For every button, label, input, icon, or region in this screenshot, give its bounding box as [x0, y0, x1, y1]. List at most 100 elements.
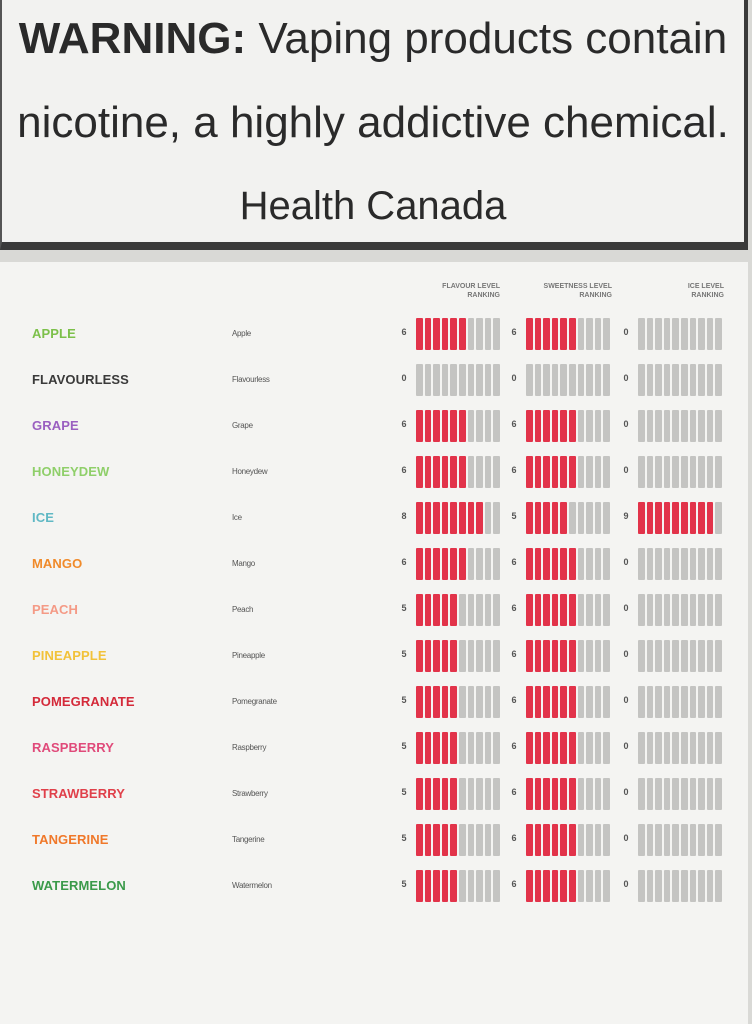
- bar-segment: [706, 778, 714, 810]
- bar-segment: [543, 456, 550, 488]
- bar-segment: [698, 732, 705, 764]
- sweetness-level-bar: [526, 456, 610, 488]
- bar-segment: [646, 410, 654, 442]
- bar-segment: [715, 318, 722, 350]
- bar-segment: [568, 732, 576, 764]
- bar-segment: [441, 410, 449, 442]
- table-row: PINEAPPLE Pineapple 5 6 0: [0, 640, 748, 672]
- bar-segment: [568, 594, 576, 626]
- flavour-subtitle: Mango: [232, 559, 255, 568]
- bar-segment: [638, 870, 645, 902]
- sweetness-level-bar: [526, 548, 610, 580]
- bar-segment: [551, 686, 559, 718]
- table-row: WATERMELON Watermelon 5 6 0: [0, 870, 748, 902]
- flavour-name: MANGO: [32, 556, 83, 571]
- bar-segment: [698, 778, 705, 810]
- bar-segment: [560, 732, 567, 764]
- ice-level-bar: [638, 640, 722, 672]
- bar-segment: [698, 594, 705, 626]
- bar-segment: [458, 364, 466, 396]
- bar-segment: [672, 318, 679, 350]
- ice-level-value: 0: [623, 373, 629, 383]
- bar-segment: [441, 318, 449, 350]
- bar-segment: [663, 778, 671, 810]
- bar-segment: [594, 686, 602, 718]
- bar-segment: [646, 870, 654, 902]
- bar-segment: [467, 824, 475, 856]
- bar-segment: [568, 686, 576, 718]
- bar-segment: [594, 410, 602, 442]
- bar-segment: [484, 824, 492, 856]
- bar-segment: [715, 502, 722, 534]
- bar-segment: [493, 870, 500, 902]
- bar-segment: [560, 824, 567, 856]
- ice-level-header-line1: ICE LEVEL: [687, 283, 724, 290]
- bar-segment: [698, 870, 705, 902]
- bar-segment: [416, 824, 423, 856]
- bar-segment: [638, 686, 645, 718]
- ice-level-header-line2: RANKING: [691, 292, 724, 299]
- bar-segment: [646, 732, 654, 764]
- bar-segment: [715, 594, 722, 626]
- bar-segment: [551, 548, 559, 580]
- bar-segment: [476, 870, 483, 902]
- bar-segment: [638, 364, 645, 396]
- table-row: RASPBERRY Raspberry 5 6 0: [0, 732, 748, 764]
- bar-segment: [484, 456, 492, 488]
- bar-segment: [534, 364, 542, 396]
- bar-segment: [680, 870, 688, 902]
- warning-line-1: WARNING: Vaping products contain: [2, 14, 744, 64]
- bar-segment: [433, 594, 440, 626]
- bar-segment: [534, 686, 542, 718]
- bar-segment: [663, 548, 671, 580]
- flavour-name: ICE: [32, 510, 54, 525]
- table-row: HONEYDEW Honeydew 6 6 0: [0, 456, 748, 488]
- bar-segment: [551, 640, 559, 672]
- bar-segment: [476, 640, 483, 672]
- sweetness-level-header: SWEETNESS LEVEL RANKING: [512, 282, 612, 300]
- sweetness-level-value: 6: [511, 833, 517, 843]
- bar-segment: [638, 640, 645, 672]
- ice-level-bar: [638, 870, 722, 902]
- bar-segment: [450, 640, 457, 672]
- bar-segment: [706, 640, 714, 672]
- ice-level-value: 0: [623, 419, 629, 429]
- bar-segment: [603, 640, 610, 672]
- bar-segment: [543, 594, 550, 626]
- warning-line-1-text: Vaping products contain: [258, 14, 728, 63]
- bar-segment: [568, 364, 576, 396]
- bar-segment: [655, 778, 662, 810]
- bar-segment: [638, 778, 645, 810]
- bar-segment: [603, 870, 610, 902]
- bar-segment: [646, 364, 654, 396]
- bar-segment: [534, 318, 542, 350]
- bar-segment: [424, 548, 432, 580]
- bar-segment: [424, 732, 432, 764]
- flavour-name: STRAWBERRY: [32, 786, 125, 801]
- bar-segment: [416, 548, 423, 580]
- bar-segment: [603, 594, 610, 626]
- ice-level-bar: [638, 502, 722, 534]
- bar-segment: [534, 502, 542, 534]
- table-row: MANGO Mango 6 6 0: [0, 548, 748, 580]
- bar-segment: [458, 410, 466, 442]
- bar-segment: [698, 502, 705, 534]
- bar-segment: [655, 870, 662, 902]
- flavour-level-value: 0: [401, 373, 407, 383]
- sweetness-level-value: 6: [511, 741, 517, 751]
- bar-segment: [577, 410, 585, 442]
- bar-segment: [655, 318, 662, 350]
- bar-segment: [680, 548, 688, 580]
- bar-segment: [467, 594, 475, 626]
- bar-segment: [646, 318, 654, 350]
- bar-segment: [526, 870, 533, 902]
- bar-segment: [534, 824, 542, 856]
- bar-segment: [560, 502, 567, 534]
- bar-segment: [698, 640, 705, 672]
- ice-level-value: 0: [623, 649, 629, 659]
- bar-segment: [441, 502, 449, 534]
- ice-level-value: 0: [623, 879, 629, 889]
- bar-segment: [672, 640, 679, 672]
- flavour-level-value: 6: [401, 465, 407, 475]
- bar-segment: [433, 870, 440, 902]
